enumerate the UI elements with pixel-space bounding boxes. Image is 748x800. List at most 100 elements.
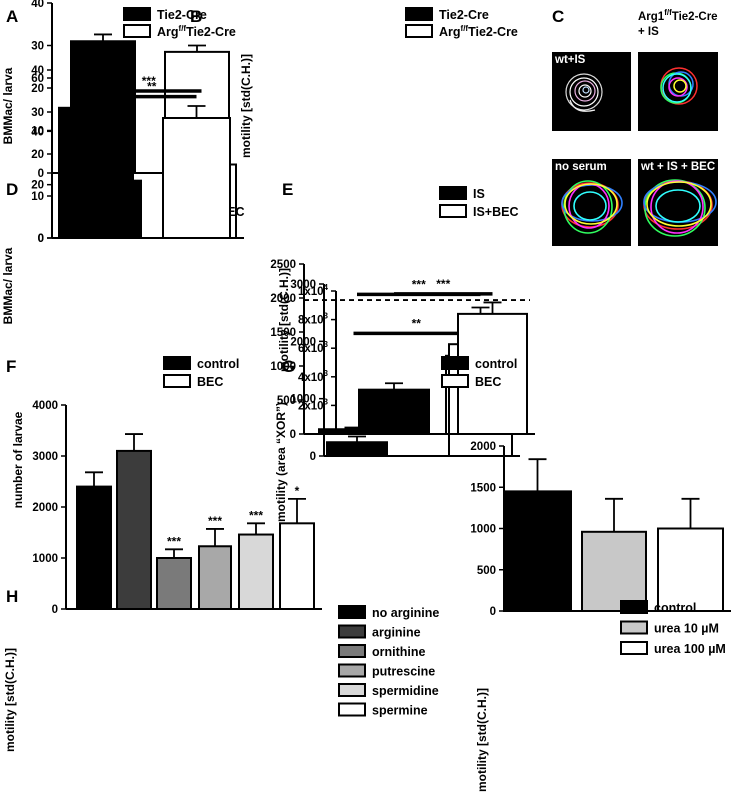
legend-label: control <box>654 601 696 615</box>
y-tick-label: 2500 <box>270 259 296 271</box>
legend-swatch <box>163 356 191 370</box>
legend-swatch <box>620 600 648 614</box>
legend-label: Argf/fTie2-Cre <box>439 24 518 39</box>
image-arg1-is: Arg1f/fTie2-Cre + IS <box>638 8 718 131</box>
legend-swatch <box>338 663 366 678</box>
y-tick-label: 8x103 <box>298 312 329 327</box>
image-wt-is: wt+IS <box>552 52 631 131</box>
legend-swatch <box>441 356 469 370</box>
panel-letter-a: A <box>6 7 18 26</box>
y-axis-label: motility [std(C.H.)] <box>277 268 291 372</box>
significance-label: *** <box>436 277 450 291</box>
panel-letter-b: B <box>190 7 202 26</box>
legend-label: IS+BEC <box>473 205 519 219</box>
legend-label: control <box>197 357 239 371</box>
bar-h-4 <box>238 533 274 610</box>
bar-h-1 <box>116 449 152 610</box>
y-tick-label: 2x103 <box>298 397 329 412</box>
legend-swatch <box>338 644 366 658</box>
y-axis-label: motility [std(C.H.)] <box>239 54 253 158</box>
legend-swatch <box>338 624 366 639</box>
legend-swatch <box>338 605 366 619</box>
significance-label: ** <box>147 80 157 94</box>
y-tick-label: 30 <box>31 107 44 119</box>
legend-label: Tie2-Cre <box>157 8 207 22</box>
y-tick-label: 20 <box>31 83 44 95</box>
y-tick-label: 2000 <box>270 293 296 305</box>
legend-label: spermidine <box>372 684 439 698</box>
y-tick-label: 2000 <box>290 336 316 348</box>
significance-label: *** <box>249 508 263 522</box>
y-tick-label: 1500 <box>470 482 496 494</box>
bar-h-5 <box>279 522 315 611</box>
y-tick-label: 40 <box>31 65 44 77</box>
y-tick-label: 20 <box>31 149 44 161</box>
bar-f-1 <box>162 117 231 239</box>
bar-h-0 <box>76 485 112 611</box>
legend-swatch <box>441 374 469 388</box>
panel-letter-f: F <box>6 357 16 376</box>
image-label: no serum <box>555 161 607 173</box>
y-tick-label: 40 <box>31 0 44 10</box>
legend-swatch <box>439 186 467 200</box>
panel-letter-d: D <box>6 180 18 199</box>
image-wt-is-bec: wt + IS + BEC <box>638 159 718 246</box>
y-tick-label: 20 <box>31 180 44 192</box>
legend-label: IS <box>473 187 485 201</box>
y-tick-label: 0 <box>290 429 296 441</box>
y-tick-label: 40 <box>31 126 44 138</box>
y-tick-label: 6x103 <box>298 340 329 355</box>
panel-letter-c: C <box>552 7 564 26</box>
y-tick-label: 1500 <box>270 327 296 339</box>
legend-label: ornithine <box>372 645 426 659</box>
legend-label: control <box>475 357 517 371</box>
y-tick-label: 30 <box>31 41 44 53</box>
legend-label: urea 100 µM <box>654 642 726 656</box>
y-tick-label: 3000 <box>32 451 58 463</box>
legend-swatch <box>620 620 648 635</box>
y-tick-label: 1000 <box>32 553 58 565</box>
significance-label: *** <box>167 534 181 548</box>
legend-label: Tie2-Cre <box>439 8 489 22</box>
legend-swatch <box>405 7 433 21</box>
significance-label: *** <box>208 514 222 528</box>
legend-swatch <box>163 374 191 388</box>
legend-label: urea 10 µM <box>654 622 719 636</box>
legend-label: BEC <box>475 375 501 389</box>
legend-label: Argf/fTie2-Cre <box>157 24 236 39</box>
legend-label: no arginine <box>372 606 439 620</box>
y-tick-label: 0 <box>490 606 496 618</box>
y-tick-label: 1x104 <box>298 283 329 298</box>
legend-swatch <box>123 24 151 38</box>
bar-g-1 <box>457 312 528 436</box>
bar-i-1 <box>581 530 647 612</box>
y-tick-label: 2000 <box>470 441 496 453</box>
y-tick-label: 1000 <box>290 394 316 406</box>
panel-letter-h: H <box>6 587 18 606</box>
legend-swatch <box>123 7 151 21</box>
y-tick-label: 1000 <box>470 524 496 536</box>
legend-swatch <box>620 641 648 655</box>
legend-swatch <box>338 702 366 717</box>
y-tick-label: 0 <box>38 233 44 245</box>
y-tick-label: 2000 <box>32 502 58 514</box>
legend-swatch <box>405 24 433 38</box>
chart-panel-i: I0500100015002000motility [std(C.H.)]con… <box>470 441 731 792</box>
image-label: wt + IS + BEC <box>640 161 715 173</box>
y-tick-label: 60 <box>31 73 44 85</box>
y-tick-label: 0 <box>310 451 316 463</box>
y-tick-label: 0 <box>38 233 44 245</box>
panel-letter-g: G <box>282 357 295 376</box>
bar-h-3 <box>198 545 232 611</box>
image-title: Arg1f/fTie2-Cre <box>638 8 718 23</box>
image-label: wt+IS <box>554 54 586 66</box>
panel-letter-e: E <box>282 180 293 199</box>
legend-swatch <box>439 204 467 218</box>
y-tick-label: 4x103 <box>298 369 329 384</box>
bar-h-2 <box>156 557 192 610</box>
bar-i-2 <box>657 527 724 612</box>
y-axis-label: motility [std(C.H.)] <box>475 688 489 792</box>
